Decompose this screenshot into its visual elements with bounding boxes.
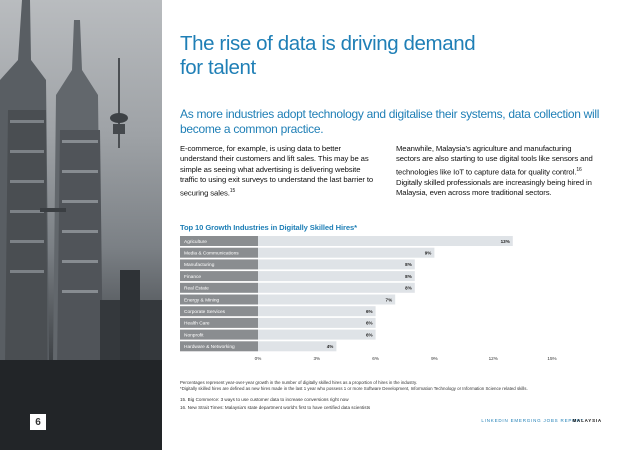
category-label: Energy & Mining [184, 297, 220, 303]
bar-value-label: 8% [405, 262, 412, 267]
category-label-box [180, 271, 258, 282]
chart-note: Percentages represent year-over-year gro… [180, 380, 418, 385]
bar-value-label: 8% [405, 286, 412, 291]
category-label: Nonprofit [184, 332, 204, 338]
bar-chart: Agriculture 13% Media & Communications 9% Ma… [180, 236, 557, 361]
category-label: Manufacturing [184, 262, 215, 268]
bar-value-label: 6% [366, 309, 373, 314]
x-tick-label: 6% [372, 356, 379, 361]
page-title: The rise of data is driving demand for t… [180, 32, 476, 79]
category-label: Finance [184, 274, 201, 280]
bar-value-label: 7% [386, 297, 393, 302]
footnote-ref-15: 15 [229, 187, 236, 194]
category-label: Corporate Services [184, 309, 226, 315]
chart-title: Top 10 Growth Industries in Digitally Sk… [180, 223, 357, 232]
page-number: 6 [30, 414, 46, 430]
bar [258, 306, 376, 317]
bar [258, 329, 376, 340]
reference-16: 16. New Strait Times: Malaysia's state d… [180, 405, 371, 410]
category-label-box [180, 306, 258, 317]
category-label-box [180, 294, 258, 305]
x-tick-label: 3% [313, 356, 320, 361]
body-right-text-a: Meanwhile, Malaysia's agriculture and ma… [396, 144, 593, 177]
body-right-text-b: Digitally skilled professionals are incr… [396, 177, 592, 198]
bar [258, 294, 396, 305]
bar [258, 282, 415, 293]
bar-value-label: 8% [405, 274, 412, 279]
bar [258, 341, 337, 352]
body-right-column: Meanwhile, Malaysia's agriculture and ma… [396, 144, 596, 199]
category-label: Health Care [184, 321, 210, 327]
category-label-box [180, 282, 258, 293]
bar [258, 259, 415, 270]
bar-value-label: 4% [327, 344, 334, 349]
bar-value-label: 6% [366, 332, 373, 337]
footnote-ref-16: 16 [576, 166, 582, 173]
footer-country: MALAYSIA [572, 418, 602, 423]
category-label-box [180, 247, 258, 258]
x-tick-label: 9% [431, 356, 438, 361]
category-label-box [180, 259, 258, 270]
category-label: Media & Communications [184, 251, 239, 257]
bar [258, 236, 513, 246]
category-label-box [180, 236, 258, 246]
bar-value-label: 9% [425, 251, 432, 256]
x-tick-label: 0% [255, 356, 262, 361]
body-left-column: E-commerce, for example, is using data t… [180, 144, 380, 199]
skyline-photo: 6 [0, 0, 162, 450]
category-label-box [180, 329, 258, 340]
reference-15: 15. Big Commerce: 3 ways to use customer… [180, 397, 349, 402]
category-label: Real Estate [184, 286, 209, 292]
category-label: Agriculture [184, 239, 207, 245]
bar [258, 271, 415, 282]
bar-value-label: 13% [501, 239, 510, 244]
page-subtitle: As more industries adopt technology and … [180, 107, 600, 136]
x-tick-label: 15% [547, 356, 556, 361]
chart-definition-note: *Digitally skilled hires are defined as … [180, 386, 528, 391]
bar-value-label: 6% [366, 321, 373, 326]
bar [258, 247, 435, 258]
category-label-box [180, 317, 258, 328]
footer-report-name: LINKEDIN EMERGING JOBS REPORT [481, 418, 584, 423]
body-left-text: E-commerce, for example, is using data t… [180, 144, 374, 198]
category-label-box [180, 341, 258, 352]
x-tick-label: 12% [489, 356, 498, 361]
bar [258, 317, 376, 328]
category-label: Hardware & Networking [184, 344, 235, 350]
